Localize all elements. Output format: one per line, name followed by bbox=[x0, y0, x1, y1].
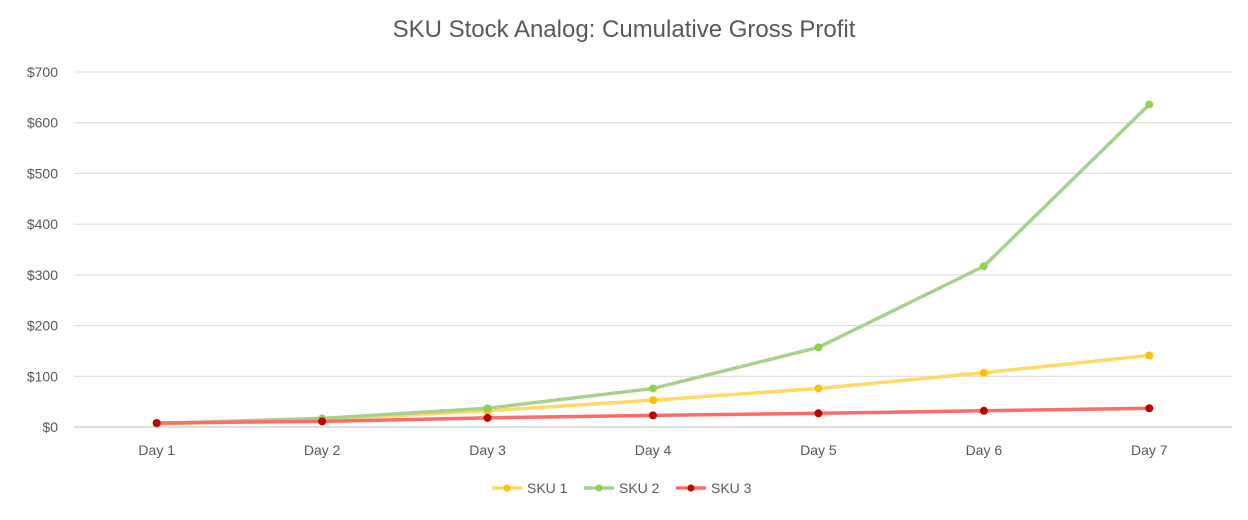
y-tick-label: $200 bbox=[27, 318, 58, 334]
x-tick-label: Day 7 bbox=[1131, 442, 1168, 458]
y-tick-label: $0 bbox=[42, 419, 58, 435]
y-tick-label: $700 bbox=[27, 64, 58, 80]
legend-label: SKU 2 bbox=[619, 480, 660, 496]
data-point bbox=[979, 368, 988, 377]
x-tick-label: Day 2 bbox=[304, 442, 341, 458]
data-point bbox=[1145, 351, 1154, 360]
legend-label: SKU 1 bbox=[527, 480, 568, 496]
y-tick-label: $100 bbox=[27, 368, 58, 384]
legend-marker bbox=[503, 484, 511, 492]
y-tick-label: $600 bbox=[27, 115, 58, 131]
y-tick-label: $400 bbox=[27, 216, 58, 232]
data-point bbox=[649, 396, 657, 405]
data-point bbox=[979, 406, 988, 415]
y-tick-label: $300 bbox=[27, 267, 58, 283]
data-point bbox=[979, 262, 988, 271]
y-tick-label: $500 bbox=[27, 165, 58, 181]
x-tick-label: Day 6 bbox=[966, 442, 1003, 458]
legend-marker bbox=[595, 484, 603, 492]
x-tick-label: Day 4 bbox=[635, 442, 672, 458]
x-tick-label: Day 3 bbox=[469, 442, 506, 458]
data-point bbox=[152, 418, 161, 427]
legend-item-2: SKU 2 bbox=[584, 480, 660, 496]
legend-label: SKU 3 bbox=[711, 480, 752, 496]
x-tick-label: Day 1 bbox=[138, 442, 175, 458]
data-point bbox=[1145, 404, 1154, 413]
data-point bbox=[483, 404, 492, 413]
chart-title: SKU Stock Analog: Cumulative Gross Profi… bbox=[392, 16, 856, 43]
series-line-2 bbox=[154, 102, 1152, 426]
x-tick-label: Day 5 bbox=[800, 442, 837, 458]
legend-marker bbox=[687, 484, 695, 492]
data-point bbox=[814, 409, 823, 418]
data-point bbox=[649, 384, 657, 393]
data-point bbox=[318, 417, 327, 426]
data-point bbox=[1145, 100, 1154, 109]
data-point bbox=[483, 413, 492, 422]
data-point bbox=[649, 411, 657, 420]
legend-item-1: SKU 1 bbox=[492, 480, 568, 496]
data-point bbox=[814, 343, 823, 352]
legend-item-3: SKU 3 bbox=[676, 480, 752, 496]
data-point bbox=[814, 384, 823, 393]
